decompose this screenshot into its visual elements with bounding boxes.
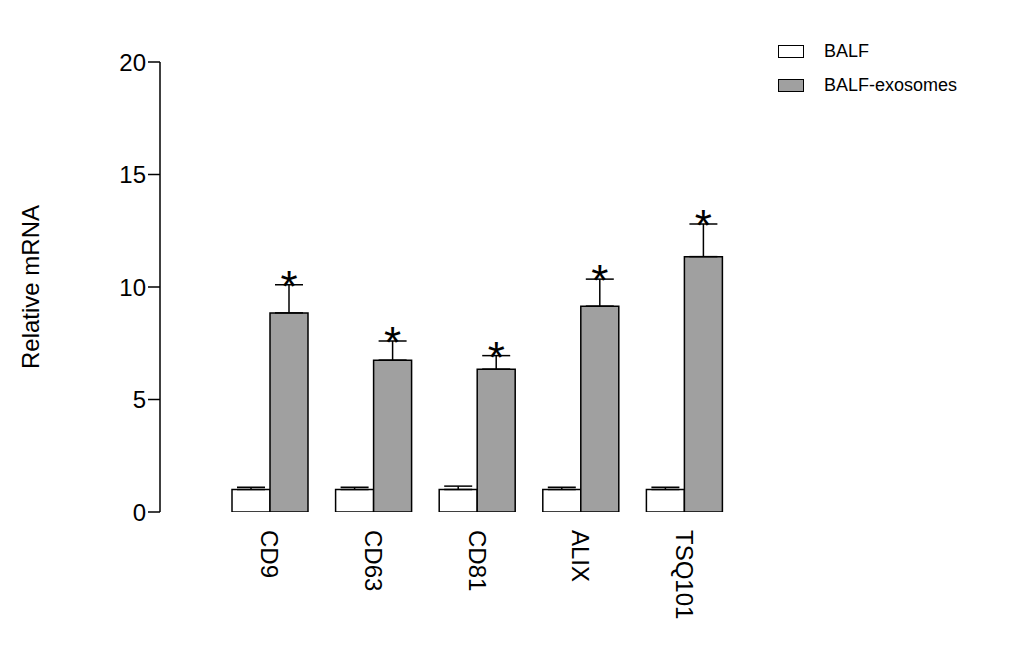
svg-text:*: * (384, 318, 401, 367)
html-text:BALF: BALF (824, 40, 869, 61)
svg-text:CD81: CD81 (464, 530, 491, 591)
svg-text:CD9: CD9 (256, 530, 283, 578)
svg-text:TSQ101: TSQ101 (671, 530, 698, 619)
svg-text:0: 0 (133, 499, 146, 526)
svg-text:*: * (488, 333, 505, 382)
svg-text:*: * (280, 262, 297, 311)
svg-text:15: 15 (119, 161, 146, 188)
svg-text:Relative mRNA: Relative mRNA (17, 205, 44, 369)
html-text:BALF-exosomes: BALF-exosomes (824, 74, 958, 95)
svg-text:*: * (695, 201, 712, 250)
svg-text:*: * (591, 256, 608, 305)
svg-text:20: 20 (119, 49, 146, 76)
svg-text:5: 5 (133, 386, 146, 413)
svg-text:10: 10 (119, 274, 146, 301)
svg-text:CD63: CD63 (360, 530, 387, 591)
svg-text:ALIX: ALIX (567, 530, 594, 582)
